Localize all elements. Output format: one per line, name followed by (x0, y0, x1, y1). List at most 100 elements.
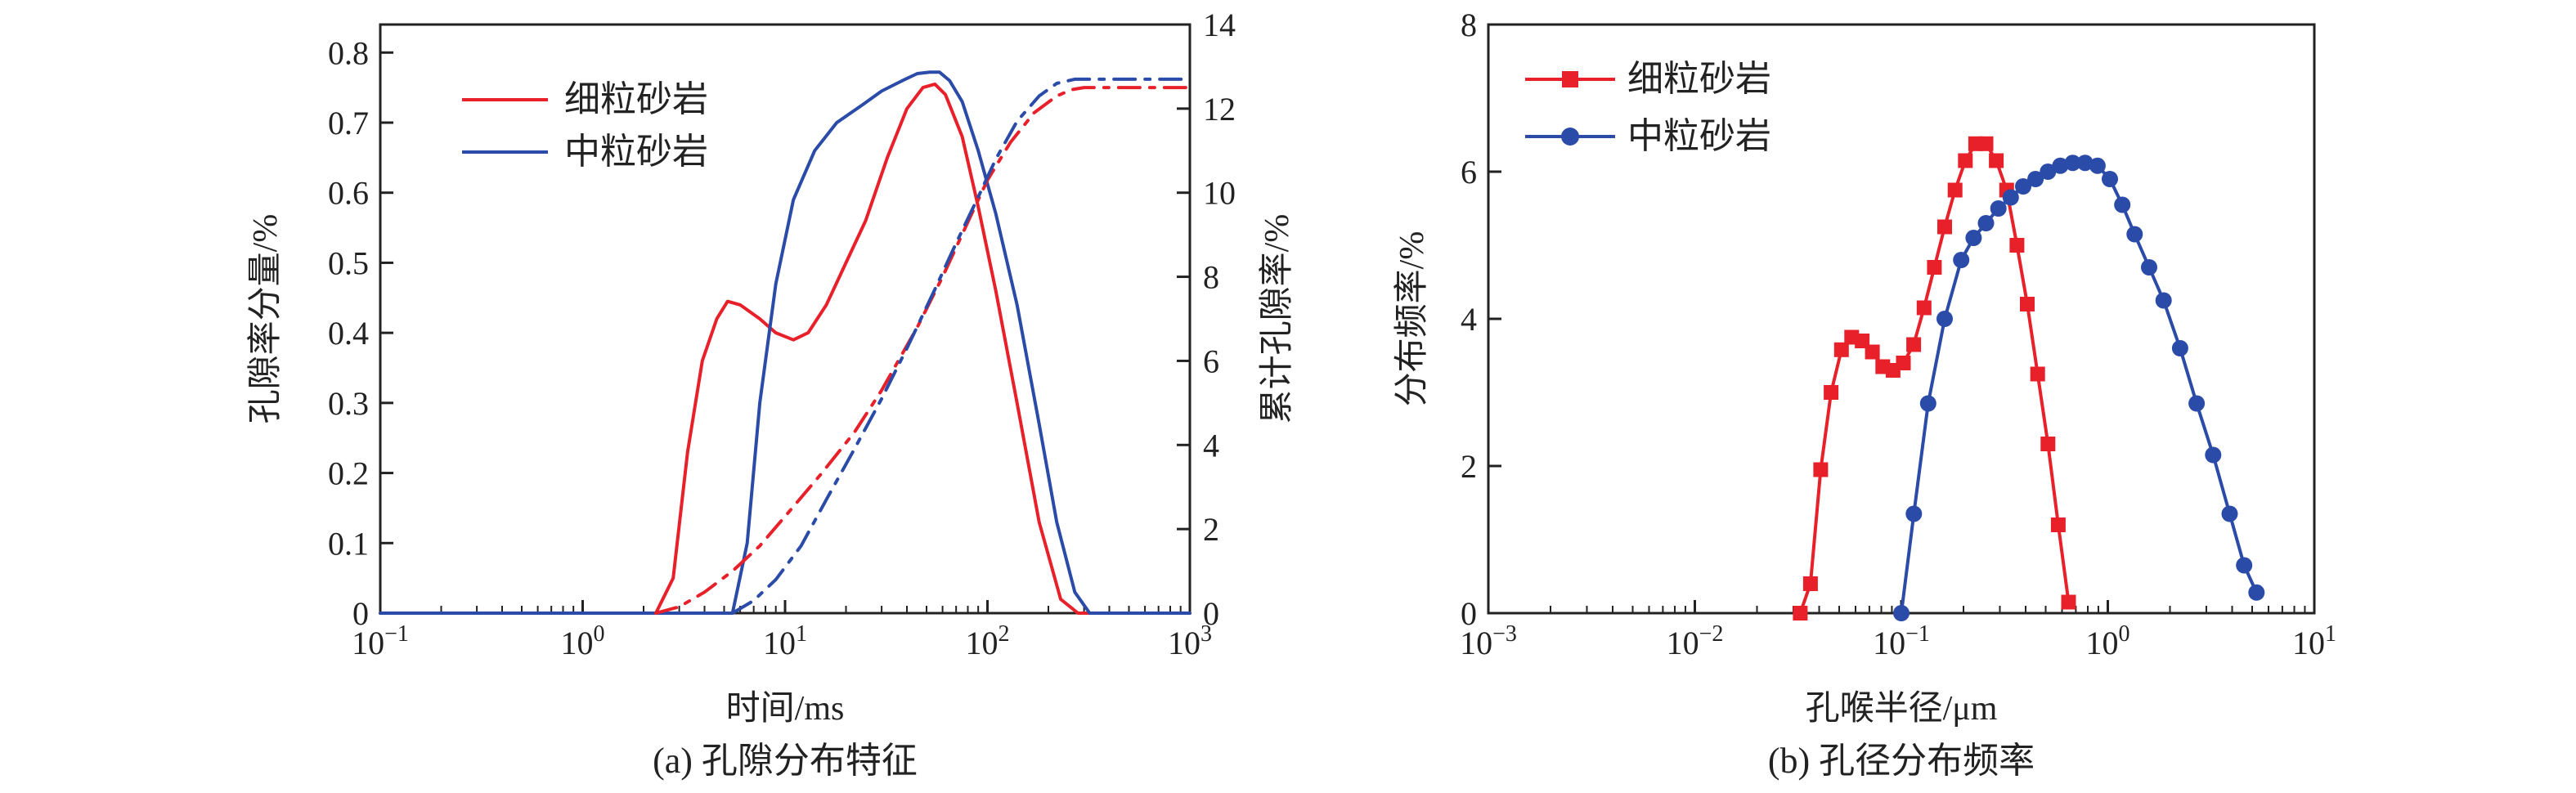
data-point-circle (2089, 157, 2106, 174)
x-tick-label: 101 (763, 621, 807, 661)
data-point-circle (1919, 395, 1936, 412)
data-point-circle (1977, 215, 1995, 231)
y2-tick-label: 6 (1203, 343, 1219, 379)
y-tick-label: 8 (1461, 7, 1477, 43)
data-point-square (1978, 136, 1994, 151)
x-tick-label: 101 (2292, 621, 2336, 661)
data-point-square (1947, 182, 1963, 198)
data-point-circle (2171, 340, 2188, 356)
data-point-square (1937, 219, 1952, 235)
panel-b-xlabel: 孔喉半径/μm (1806, 690, 1998, 728)
y-tick-label: 2 (1461, 448, 1477, 485)
x-tick-label: 10−1 (352, 621, 409, 661)
data-point-circle (2126, 226, 2143, 243)
panel-b-plot-frame (1487, 23, 2316, 615)
panel-a-ylabel: 孔隙率分量/% (246, 214, 285, 424)
y-tick-label: 0 (1461, 595, 1477, 632)
data-point-circle (2027, 171, 2044, 187)
data-point-square (2030, 366, 2045, 382)
x-tick-label: 10−2 (1667, 621, 1724, 661)
y-tick-label: 6 (1461, 154, 1477, 190)
legend-label-fine-sandstone: 细粒砂岩 (1627, 59, 1771, 99)
legend-label-medium-sandstone: 中粒砂岩 (564, 132, 708, 172)
data-point-square (1927, 260, 1942, 275)
series-line-3 (730, 77, 1192, 615)
data-point-square (1906, 337, 1922, 352)
legend-label-fine-sandstone: 细粒砂岩 (564, 79, 708, 119)
data-point-square (2020, 297, 2035, 311)
data-point-square (2040, 437, 2056, 451)
panel-a-legend: 细粒砂岩 中粒砂岩 (462, 79, 708, 172)
y-tick-label: 0 (352, 595, 369, 632)
data-point-square (1896, 356, 1911, 370)
panel-a-series (379, 70, 1192, 615)
data-point-circle (2002, 189, 2019, 206)
data-point-circle (1990, 200, 2007, 217)
x-tick-label: 10−1 (1873, 621, 1930, 661)
panel-a-xlabel: 时间/ms (726, 690, 845, 728)
x-tick-label: 100 (561, 621, 605, 661)
data-point-circle (2155, 292, 2172, 309)
data-point-circle (1965, 230, 1982, 246)
series-line-0 (379, 82, 1192, 615)
y2-tick-label: 14 (1203, 7, 1236, 43)
data-point-square (1916, 300, 1932, 316)
data-point-circle (1953, 252, 1970, 268)
y2-tick-label: 0 (1203, 595, 1219, 632)
x-tick-label: 102 (966, 621, 1010, 661)
y-tick-label: 0.3 (328, 385, 369, 422)
panel-b-caption: (b) 孔径分布频率 (1768, 741, 2035, 781)
y-tick-label: 0.6 (328, 175, 369, 212)
data-point-circle (2205, 446, 2222, 464)
data-point-circle (1936, 311, 1953, 327)
panel-b-tick-labels: 10−3 10−2 10−1 100 101 0 2 4 6 8 (1460, 7, 2336, 661)
data-point-circle (2248, 584, 2265, 601)
panel-b-ticks (1487, 23, 2316, 615)
data-point-circle (2040, 164, 2057, 180)
data-point-circle (2015, 178, 2031, 195)
data-point-circle (2102, 171, 2118, 187)
series-line-1 (1900, 161, 2259, 614)
data-point-circle (2221, 505, 2238, 522)
data-point-circle (1893, 605, 1910, 621)
legend-marker-square (1562, 71, 1578, 87)
y-tick-label: 4 (1461, 301, 1477, 338)
y-tick-label: 0.8 (328, 34, 369, 71)
data-point-square (1813, 462, 1829, 477)
y2-tick-label: 2 (1203, 511, 1219, 548)
y-tick-label: 0.1 (328, 525, 369, 562)
legend-label-medium-sandstone: 中粒砂岩 (1627, 116, 1771, 156)
y-tick-label: 0.7 (328, 105, 369, 141)
data-point-square (2009, 238, 2025, 253)
data-point-circle (2052, 157, 2069, 174)
data-point-square (2061, 594, 2076, 610)
panel-b-ylabel: 分布频率/% (1393, 231, 1431, 407)
data-point-circle (2141, 259, 2157, 276)
series-line-1 (379, 70, 1192, 615)
panel-b-legend: 细粒砂岩 中粒砂岩 (1525, 59, 1771, 156)
y2-tick-label: 4 (1203, 427, 1219, 464)
legend-marker-circle (1561, 128, 1579, 146)
x-tick-label: 103 (1168, 621, 1212, 661)
data-point-circle (2114, 196, 2131, 213)
y-tick-label: 0.4 (328, 315, 369, 352)
x-tick-label: 100 (2086, 621, 2130, 661)
data-point-square (1958, 153, 1973, 168)
data-point-circle (2236, 557, 2253, 574)
data-point-square (2050, 517, 2066, 532)
data-point-square (1793, 606, 1808, 621)
panel-a-ticks (379, 23, 1192, 615)
data-point-circle (2188, 395, 2206, 412)
y2-tick-label: 12 (1203, 91, 1236, 128)
y2-tick-label: 10 (1203, 175, 1236, 212)
data-point-circle (1905, 505, 1923, 522)
data-point-square (1833, 342, 1849, 357)
data-point-circle (2076, 155, 2094, 172)
x-tick-label: 10−3 (1460, 621, 1517, 661)
y-tick-label: 0.5 (328, 244, 369, 281)
panel-a-plot-frame (379, 23, 1192, 615)
series-line-2 (654, 86, 1192, 615)
panel-b: 10−3 10−2 10−1 100 101 0 2 4 6 8 细粒砂岩 中粒砂岩 孔喉半径/μ… (1393, 7, 2336, 781)
y2-tick-label: 8 (1203, 259, 1219, 296)
